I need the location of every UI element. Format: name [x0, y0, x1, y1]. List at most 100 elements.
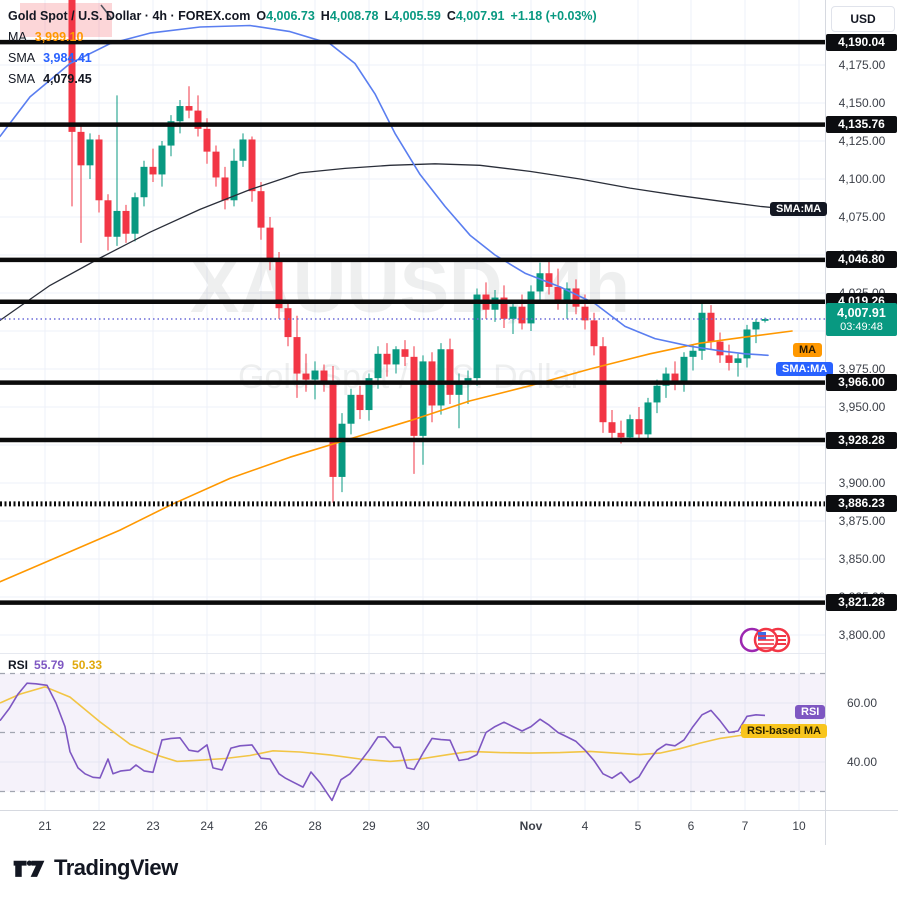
candle[interactable] [167, 115, 175, 157]
rsi-ma-chart-label: RSI-based MA [741, 724, 827, 738]
candle[interactable] [752, 318, 760, 344]
candle[interactable] [275, 251, 283, 319]
indicator-legend-sma-blue[interactable]: SMA 3,984.41 [8, 51, 92, 65]
candle[interactable] [545, 259, 553, 295]
rsi-legend[interactable]: RSI 55.79 50.33 [8, 658, 102, 672]
candle[interactable] [644, 397, 652, 439]
candle[interactable] [104, 194, 112, 251]
highlight-rectangle-annotation[interactable] [20, 3, 112, 37]
sma-black-line[interactable] [0, 163, 793, 322]
candle[interactable] [383, 343, 391, 377]
price-level-lines[interactable] [0, 39, 825, 605]
symbol-watermark: XAUUSD, 4h Gold Spot / U.S. Dollar [190, 245, 630, 396]
time-axis-label: 22 [92, 819, 106, 833]
candle[interactable] [725, 344, 733, 371]
price-tick-label: 3,975.00 [838, 362, 886, 376]
economic-event-icons[interactable] [739, 627, 791, 653]
candle[interactable] [140, 160, 148, 207]
candle[interactable] [653, 379, 661, 414]
candle[interactable] [716, 332, 724, 363]
rsi-tick-label: 40.00 [846, 755, 878, 769]
candle[interactable] [158, 141, 166, 187]
candle[interactable] [635, 407, 643, 441]
candle[interactable] [284, 300, 292, 347]
currency-selector-button[interactable]: USD [831, 6, 895, 32]
candle[interactable] [257, 182, 265, 240]
candle[interactable] [527, 285, 535, 331]
time-axis-label: 4 [581, 819, 589, 833]
candle[interactable] [338, 413, 346, 493]
candle[interactable] [212, 145, 220, 187]
symbol-legend-row[interactable]: Gold Spot / U.S. Dollar · 4h · FOREX.com… [8, 6, 597, 27]
candle[interactable] [248, 136, 256, 202]
price-chart-canvas[interactable]: XAUUSD, 4h Gold Spot / U.S. Dollar [0, 0, 825, 810]
candle[interactable] [419, 355, 427, 465]
candle[interactable] [239, 133, 247, 167]
candle[interactable] [689, 344, 697, 371]
candle[interactable] [473, 288, 481, 386]
tradingview-logo[interactable]: TradingView [12, 855, 178, 881]
candle[interactable] [392, 346, 400, 374]
candle[interactable] [608, 410, 616, 441]
ma-orange-line[interactable] [0, 330, 793, 583]
candle[interactable] [446, 338, 454, 404]
candle[interactable] [500, 285, 508, 328]
indicator-legend-sma-black[interactable]: SMA 4,079.45 [8, 72, 92, 86]
sma-blue-value: 3,984.41 [43, 51, 92, 65]
candle[interactable] [734, 353, 742, 377]
candle[interactable] [320, 364, 328, 392]
candle[interactable] [410, 346, 418, 474]
candle[interactable] [185, 86, 193, 119]
candle[interactable] [698, 302, 706, 360]
candle[interactable] [743, 324, 751, 368]
candle[interactable] [329, 365, 337, 503]
time-axis-label: 26 [254, 819, 268, 833]
rsi-line[interactable] [0, 682, 766, 802]
candle[interactable] [311, 361, 319, 400]
indicator-legend-ma[interactable]: MA 3,999.10 [8, 30, 84, 44]
candle[interactable] [671, 361, 679, 391]
candle[interactable] [68, 0, 76, 207]
candle[interactable] [680, 352, 688, 392]
candle[interactable] [428, 352, 436, 423]
candle[interactable] [131, 192, 139, 242]
footer: TradingView [0, 845, 898, 905]
time-axis-label: 29 [362, 819, 376, 833]
time-axis-label: 5 [634, 819, 642, 833]
candle[interactable] [464, 370, 472, 404]
candle[interactable] [95, 134, 103, 213]
candle[interactable] [509, 300, 517, 335]
candle[interactable] [356, 385, 364, 420]
price-tick-label: 3,875.00 [838, 514, 886, 528]
candle[interactable] [77, 122, 85, 243]
candle[interactable] [122, 204, 130, 243]
drawing-mark[interactable] [100, 4, 113, 20]
price-level-badge: 4,190.04 [826, 33, 897, 51]
price-level-badge: 3,928.28 [826, 431, 897, 449]
price-tick-label: 3,800.00 [838, 628, 886, 642]
sma-blue-line[interactable] [0, 24, 769, 357]
candle[interactable] [536, 262, 544, 304]
candle[interactable] [599, 337, 607, 433]
candle[interactable] [302, 353, 310, 392]
candle[interactable] [176, 99, 184, 134]
candle[interactable] [347, 388, 355, 435]
rsi-tick-label: 60.00 [846, 696, 878, 710]
axis-vertical-border [825, 0, 826, 845]
candle[interactable] [221, 166, 229, 210]
candle[interactable] [149, 148, 157, 183]
candle[interactable] [194, 95, 202, 137]
candle[interactable] [113, 95, 121, 246]
rsi-ma-line[interactable] [0, 685, 766, 763]
candlestick-series[interactable] [68, 0, 769, 503]
pane-separator[interactable] [0, 653, 825, 654]
candle[interactable] [590, 312, 598, 356]
candle[interactable] [437, 343, 445, 415]
candle[interactable] [401, 340, 409, 366]
candle[interactable] [626, 414, 634, 442]
price-tick-label: 3,950.00 [838, 400, 886, 414]
tradingview-logo-text: TradingView [54, 855, 178, 880]
candle[interactable] [230, 148, 238, 207]
candle[interactable] [572, 279, 580, 315]
candle[interactable] [86, 133, 94, 179]
